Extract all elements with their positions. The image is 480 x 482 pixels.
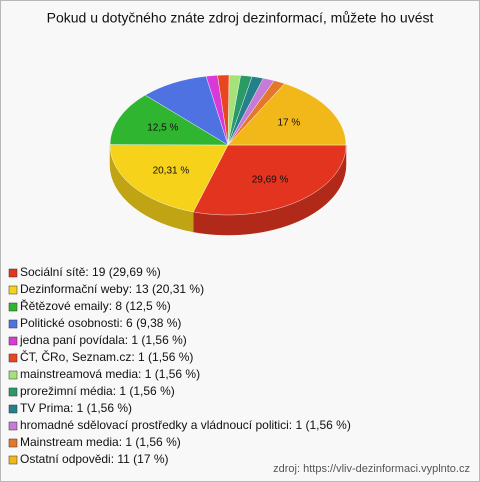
legend-label: mainstreamová media: 1 (1,56 %) [20, 367, 200, 381]
legend-swatch [8, 370, 18, 380]
legend-swatch [8, 285, 18, 295]
legend-swatch [8, 387, 18, 397]
legend-swatch [8, 353, 18, 363]
value-label: 17 % [278, 118, 301, 129]
legend-label: Sociální sítě: 19 (29,69 %) [20, 265, 161, 279]
legend-label: ČT, ČRo, Seznam.cz: 1 (1,56 %) [20, 349, 193, 364]
legend-label: prorežimní média: 1 (1,56 %) [20, 384, 175, 398]
legend-label: TV Prima: 1 (1,56 %) [20, 401, 132, 415]
legend-swatch [8, 455, 18, 465]
legend-label: Ostatní odpovědi: 11 (17 %) [20, 452, 169, 466]
value-label: 12,5 % [147, 123, 178, 134]
chart-title: Pokud u dotyčného znáte zdroj dezinforma… [47, 10, 434, 26]
value-label: 20,31 % [153, 165, 190, 176]
legend-swatch [8, 438, 18, 448]
legend-swatch [8, 336, 18, 346]
legend-label: jedna paní povídala: 1 (1,56 %) [19, 333, 187, 347]
legend-swatch [8, 268, 18, 278]
legend-label: Řětězové emaily: 8 (12,5 %) [20, 298, 171, 313]
legend-label: Dezinformační weby: 13 (20,31 %) [20, 282, 204, 296]
legend-swatch [8, 302, 18, 312]
pie-slice [109, 94, 229, 146]
legend-label: Mainstream media: 1 (1,56 %) [20, 435, 181, 449]
legend-label: hromadné sdělovací prostředky a vládnouc… [20, 418, 351, 432]
pie-slice [193, 144, 347, 216]
legend-label: Politické osobnosti: 6 (9,38 %) [20, 316, 181, 330]
source: zdroj: https://vliv-dezinformaci.vyplnto… [273, 463, 470, 475]
legend-swatch [8, 404, 18, 414]
value-label: 29,69 % [252, 175, 289, 186]
legend-swatch [8, 421, 18, 431]
legend-swatch [8, 319, 18, 329]
pie-slice [109, 144, 229, 213]
pie-slice [227, 83, 347, 146]
